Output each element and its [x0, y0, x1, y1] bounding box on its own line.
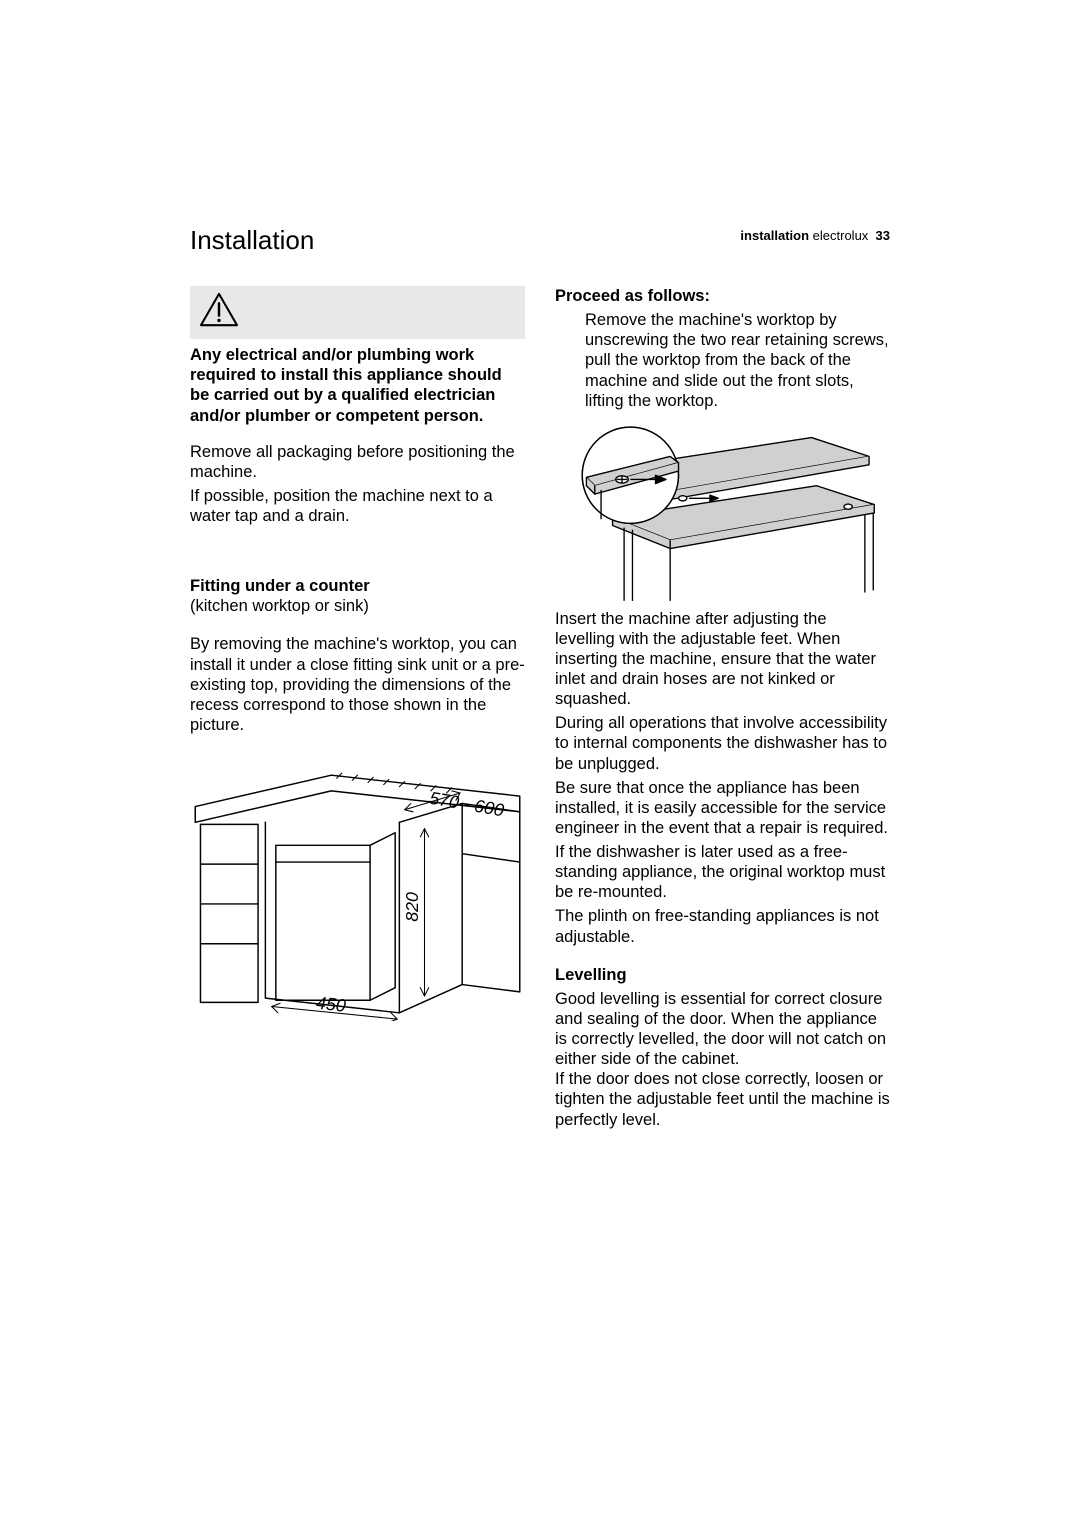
levelling-heading: Levelling [555, 965, 890, 985]
fitting-heading: Fitting under a counter [190, 576, 525, 596]
para-insert: Insert the machine after adjusting the l… [555, 609, 890, 710]
para-position: If possible, position the machine next t… [190, 486, 525, 526]
para-freestand: If the dishwasher is later used as a fre… [555, 842, 890, 902]
dimensions-diagram: 570 - 600 820 450 [190, 749, 525, 1021]
para-unplug: During all operations that involve acces… [555, 713, 890, 773]
dim-width: 450 [315, 993, 347, 1016]
para-plinth: The plinth on free-standing appliances i… [555, 906, 890, 946]
warning-icon-wrap [190, 286, 525, 339]
dim-height: 820 [402, 892, 422, 922]
header-section: installation [740, 228, 809, 243]
header-page-number: 33 [876, 228, 890, 243]
warning-block: Any electrical and/or plumbing work requ… [190, 286, 525, 426]
para-remove-packaging: Remove all packaging before positioning … [190, 442, 525, 482]
page-header: installation electrolux 33 [740, 228, 890, 243]
proceed-para: Remove the machine's worktop by unscrewi… [555, 310, 890, 411]
fitting-para: By removing the machine's worktop, you c… [190, 634, 525, 735]
proceed-heading: Proceed as follows: [555, 286, 890, 306]
content-columns: Any electrical and/or plumbing work requ… [190, 286, 890, 1134]
left-column: Any electrical and/or plumbing work requ… [190, 286, 525, 1134]
fitting-subheading: (kitchen worktop or sink) [190, 596, 525, 616]
para-access: Be sure that once the appliance has been… [555, 778, 890, 838]
page-container: installation electrolux 33 Installation … [0, 0, 1080, 1134]
warning-text: Any electrical and/or plumbing work requ… [190, 345, 525, 426]
right-column: Proceed as follows: Remove the machine's… [555, 286, 890, 1134]
warning-icon [198, 292, 240, 328]
levelling-para: Good levelling is essential for correct … [555, 989, 890, 1130]
header-brand: electrolux [813, 228, 869, 243]
worktop-removal-diagram [555, 425, 890, 603]
